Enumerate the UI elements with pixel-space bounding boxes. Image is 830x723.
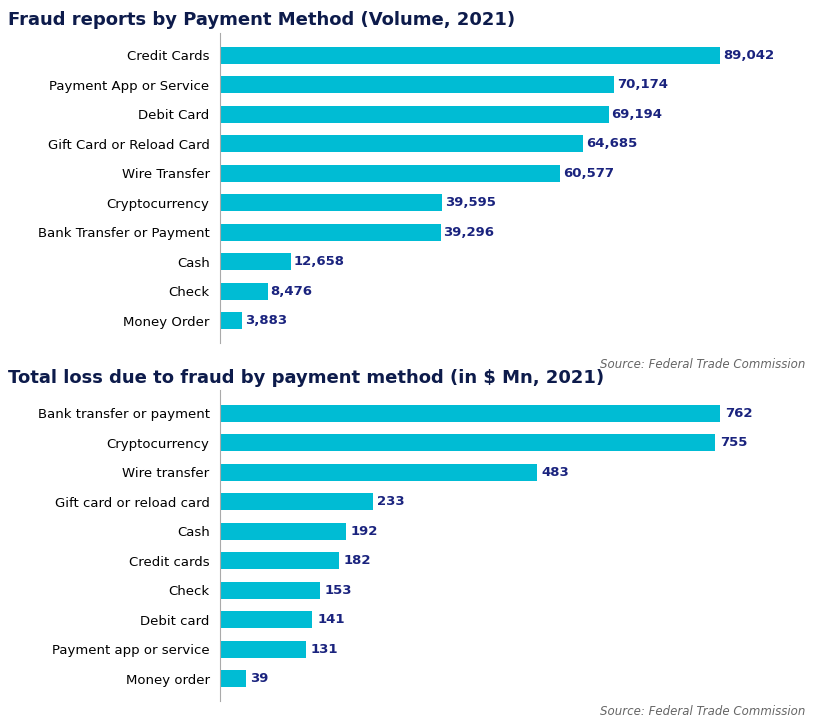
Text: 89,042: 89,042	[723, 48, 774, 61]
Text: Total loss due to fraud by payment method (in $ Mn, 2021): Total loss due to fraud by payment metho…	[8, 369, 604, 387]
Bar	[220, 283, 267, 300]
Text: Fraud reports by Payment Method (Volume, 2021): Fraud reports by Payment Method (Volume,…	[8, 11, 515, 29]
Text: 3,883: 3,883	[245, 315, 286, 328]
Text: 483: 483	[541, 466, 569, 479]
Text: 39,296: 39,296	[443, 226, 495, 239]
Bar	[220, 106, 608, 123]
Bar	[220, 194, 442, 211]
Text: 141: 141	[317, 613, 344, 626]
Text: 60,577: 60,577	[563, 167, 614, 180]
Text: 8,476: 8,476	[271, 285, 312, 298]
Bar	[220, 463, 537, 481]
Bar	[220, 165, 560, 181]
Text: 153: 153	[325, 583, 353, 596]
Text: Source: Federal Trade Commission: Source: Federal Trade Commission	[600, 705, 805, 718]
Bar	[220, 135, 583, 153]
Text: 70,174: 70,174	[617, 78, 668, 91]
Text: 182: 182	[344, 554, 372, 567]
Text: 39,595: 39,595	[445, 196, 496, 209]
Text: 192: 192	[350, 525, 378, 538]
Text: 762: 762	[725, 406, 752, 419]
Text: 39: 39	[250, 672, 269, 685]
Text: 12,658: 12,658	[294, 255, 344, 268]
Bar	[220, 670, 246, 687]
Text: Source: Federal Trade Commission: Source: Federal Trade Commission	[600, 358, 805, 371]
Bar	[220, 223, 441, 241]
Bar	[220, 312, 242, 329]
Bar	[220, 523, 346, 539]
Bar	[220, 76, 614, 93]
Text: 131: 131	[310, 643, 338, 656]
Bar	[220, 611, 312, 628]
Text: 233: 233	[378, 495, 405, 508]
Bar	[220, 253, 291, 270]
Bar	[220, 493, 373, 510]
Text: 69,194: 69,194	[612, 108, 662, 121]
Text: 64,685: 64,685	[586, 137, 637, 150]
Bar	[220, 581, 320, 599]
Bar	[220, 434, 715, 451]
Bar	[220, 641, 306, 658]
Text: 755: 755	[720, 436, 748, 449]
Bar	[220, 47, 720, 64]
Bar	[220, 552, 339, 569]
Bar	[220, 405, 720, 422]
